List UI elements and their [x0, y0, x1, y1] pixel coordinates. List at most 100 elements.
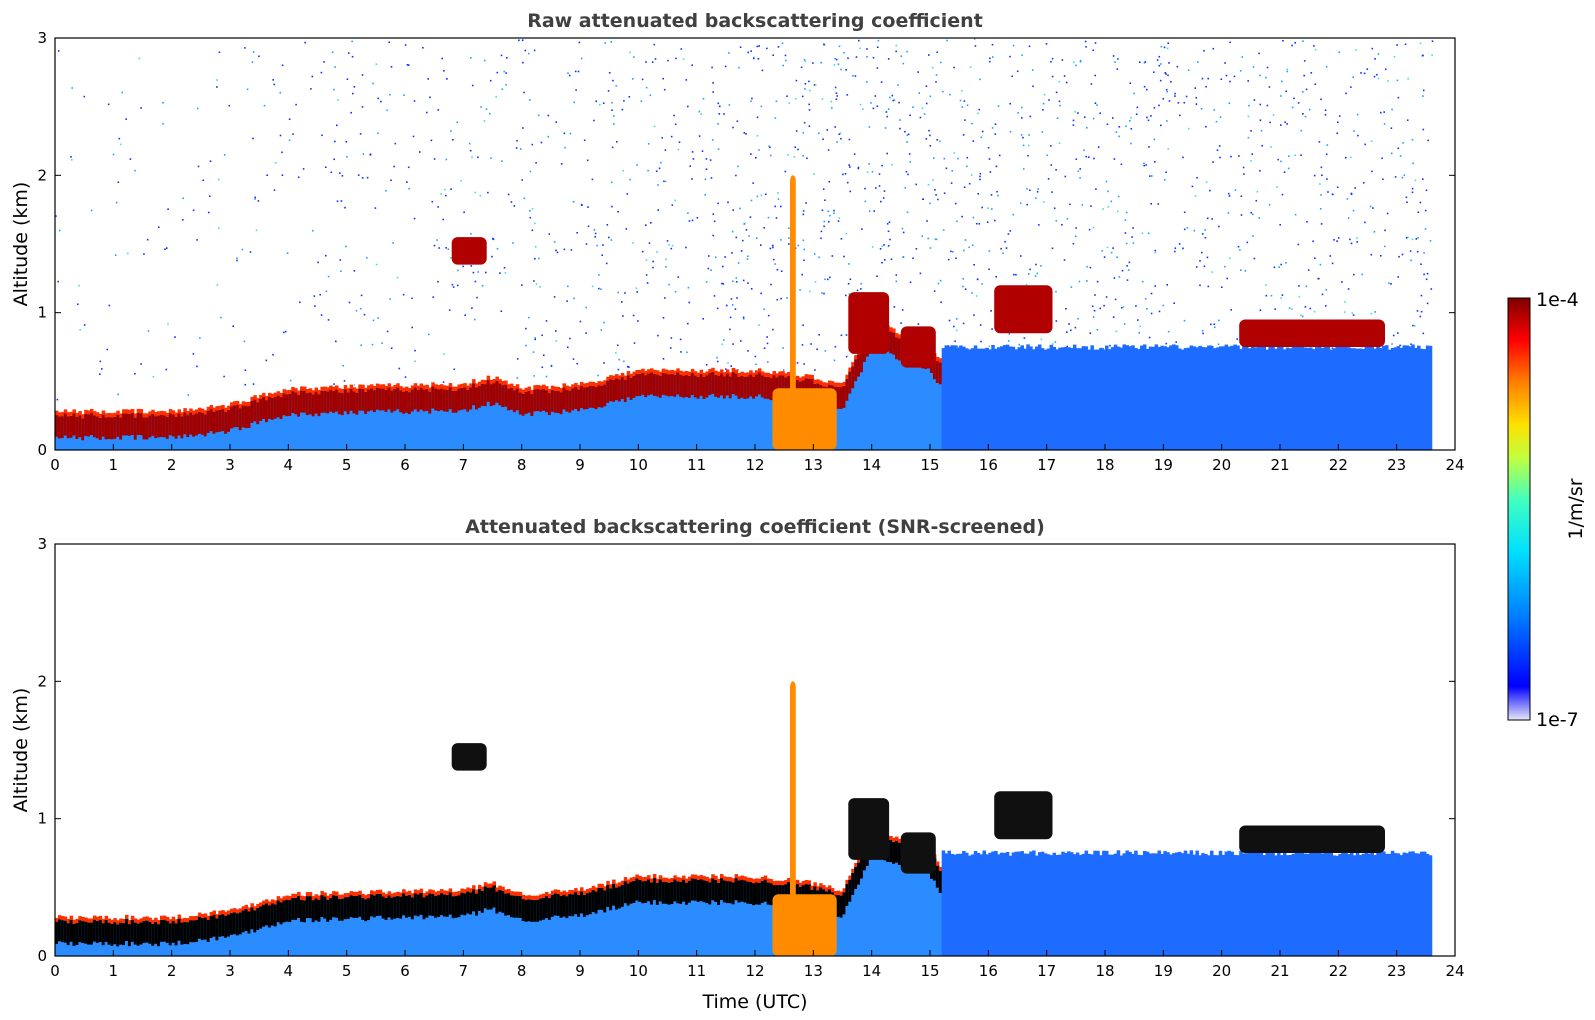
- backscatter-column: [1332, 348, 1337, 450]
- noise-pixel: [961, 215, 963, 218]
- aerosol-layer-column: [889, 840, 893, 863]
- backscatter-column: [329, 389, 333, 450]
- noise-pixel: [567, 346, 569, 349]
- noise-pixel: [966, 156, 969, 159]
- backscatter-column: [1151, 853, 1156, 956]
- backscatter-column: [1355, 348, 1360, 450]
- noise-pixel: [456, 284, 459, 287]
- noise-pixel: [712, 91, 714, 93]
- noise-pixel: [688, 301, 690, 304]
- noise-pixel: [1356, 113, 1359, 116]
- noise-pixel: [1051, 75, 1054, 78]
- noise-pixel: [1084, 40, 1087, 43]
- noise-pixel: [1040, 338, 1043, 341]
- aerosol-layer-column: [259, 906, 263, 929]
- backscatter-column: [361, 388, 365, 450]
- noise-pixel: [788, 227, 790, 229]
- aerosol-layer-column: [384, 389, 389, 412]
- backscatter-column: [970, 854, 975, 956]
- aerosol-layer-column: [720, 878, 724, 901]
- aerosol-layer-column: [769, 883, 774, 906]
- aerosol-layer-edge: [617, 375, 622, 380]
- noise-pixel: [1345, 156, 1347, 159]
- noise-pixel: [251, 61, 254, 63]
- backscatter-column: [953, 345, 957, 450]
- noise-pixel: [886, 115, 889, 118]
- aerosol-layer-column: [848, 371, 852, 394]
- aerosol-layer-edge: [842, 381, 847, 386]
- noise-pixel: [1128, 261, 1131, 264]
- backscatter-column: [1350, 851, 1354, 956]
- backscatter-column: [594, 891, 599, 956]
- noise-pixel: [451, 283, 454, 286]
- noise-pixel: [525, 344, 527, 347]
- backscatter-column: [437, 894, 441, 956]
- backscatter-column: [1373, 348, 1377, 450]
- aerosol-layer-column: [501, 385, 505, 408]
- aerosol-layer-edge: [562, 890, 567, 895]
- noise-pixel: [735, 236, 738, 239]
- noise-pixel: [121, 91, 124, 94]
- noise-pixel: [1225, 74, 1228, 77]
- noise-pixel: [626, 365, 629, 368]
- noise-pixel: [1132, 227, 1134, 229]
- aerosol-layer-column: [740, 879, 744, 902]
- backscatter-column: [740, 375, 744, 450]
- noise-pixel: [495, 96, 497, 98]
- aerosol-layer-column: [127, 924, 132, 947]
- backscatter-column: [265, 400, 269, 450]
- aerosol-layer-column: [84, 921, 88, 944]
- aerosol-layer-column: [451, 390, 456, 413]
- noise-pixel: [1272, 114, 1275, 116]
- noise-pixel: [1219, 156, 1221, 159]
- aerosol-layer-column: [197, 916, 202, 939]
- noise-pixel: [1374, 58, 1376, 60]
- backscatter-column: [597, 887, 602, 956]
- aerosol-layer-column: [437, 894, 441, 917]
- aerosol-layer-edge: [90, 918, 94, 923]
- backscatter-column: [460, 387, 464, 450]
- aerosol-layer-edge: [127, 409, 132, 414]
- aerosol-layer-edge: [162, 915, 167, 920]
- noise-pixel: [304, 41, 306, 44]
- aerosol-layer-edge: [262, 392, 266, 397]
- backscatter-column: [1347, 854, 1351, 956]
- noise-pixel: [1210, 344, 1212, 347]
- noise-pixel: [272, 79, 274, 81]
- noise-pixel: [906, 50, 908, 53]
- backscatter-column: [1160, 345, 1164, 450]
- backscatter-column: [862, 339, 867, 450]
- backscatter-column: [757, 372, 762, 450]
- backscatter-column: [512, 895, 517, 956]
- noise-pixel: [746, 258, 749, 260]
- aerosol-layer-edge: [346, 892, 351, 898]
- aerosol-layer-column: [232, 405, 237, 428]
- noise-pixel: [633, 342, 636, 344]
- backscatter-column: [448, 387, 453, 450]
- aerosol-layer-column: [133, 417, 138, 440]
- aerosol-layer-edge: [501, 380, 505, 386]
- backscatter-column: [451, 390, 456, 450]
- aerosol-layer-edge: [437, 385, 441, 390]
- aerosol-layer-column: [562, 387, 567, 410]
- backscatter-column: [886, 840, 890, 956]
- noise-pixel: [835, 58, 838, 61]
- noise-pixel: [749, 216, 752, 218]
- backscatter-column: [1078, 854, 1083, 956]
- backscatter-column: [871, 835, 876, 956]
- backscatter-column: [1040, 851, 1045, 956]
- backscatter-column: [1195, 347, 1199, 450]
- noise-pixel: [572, 358, 575, 360]
- aerosol-layer-column: [55, 414, 59, 437]
- aerosol-layer-edge: [725, 876, 730, 882]
- aerosol-layer-edge: [157, 411, 161, 416]
- noise-pixel: [505, 84, 507, 86]
- aerosol-layer-edge: [227, 910, 231, 915]
- noise-pixel: [1398, 255, 1400, 258]
- aerosol-layer-edge: [95, 412, 100, 417]
- noise-pixel: [1188, 127, 1190, 130]
- noise-pixel: [361, 177, 364, 179]
- backscatter-column: [612, 379, 616, 450]
- noise-pixel: [288, 139, 291, 142]
- aerosol-layer-edge: [215, 406, 219, 411]
